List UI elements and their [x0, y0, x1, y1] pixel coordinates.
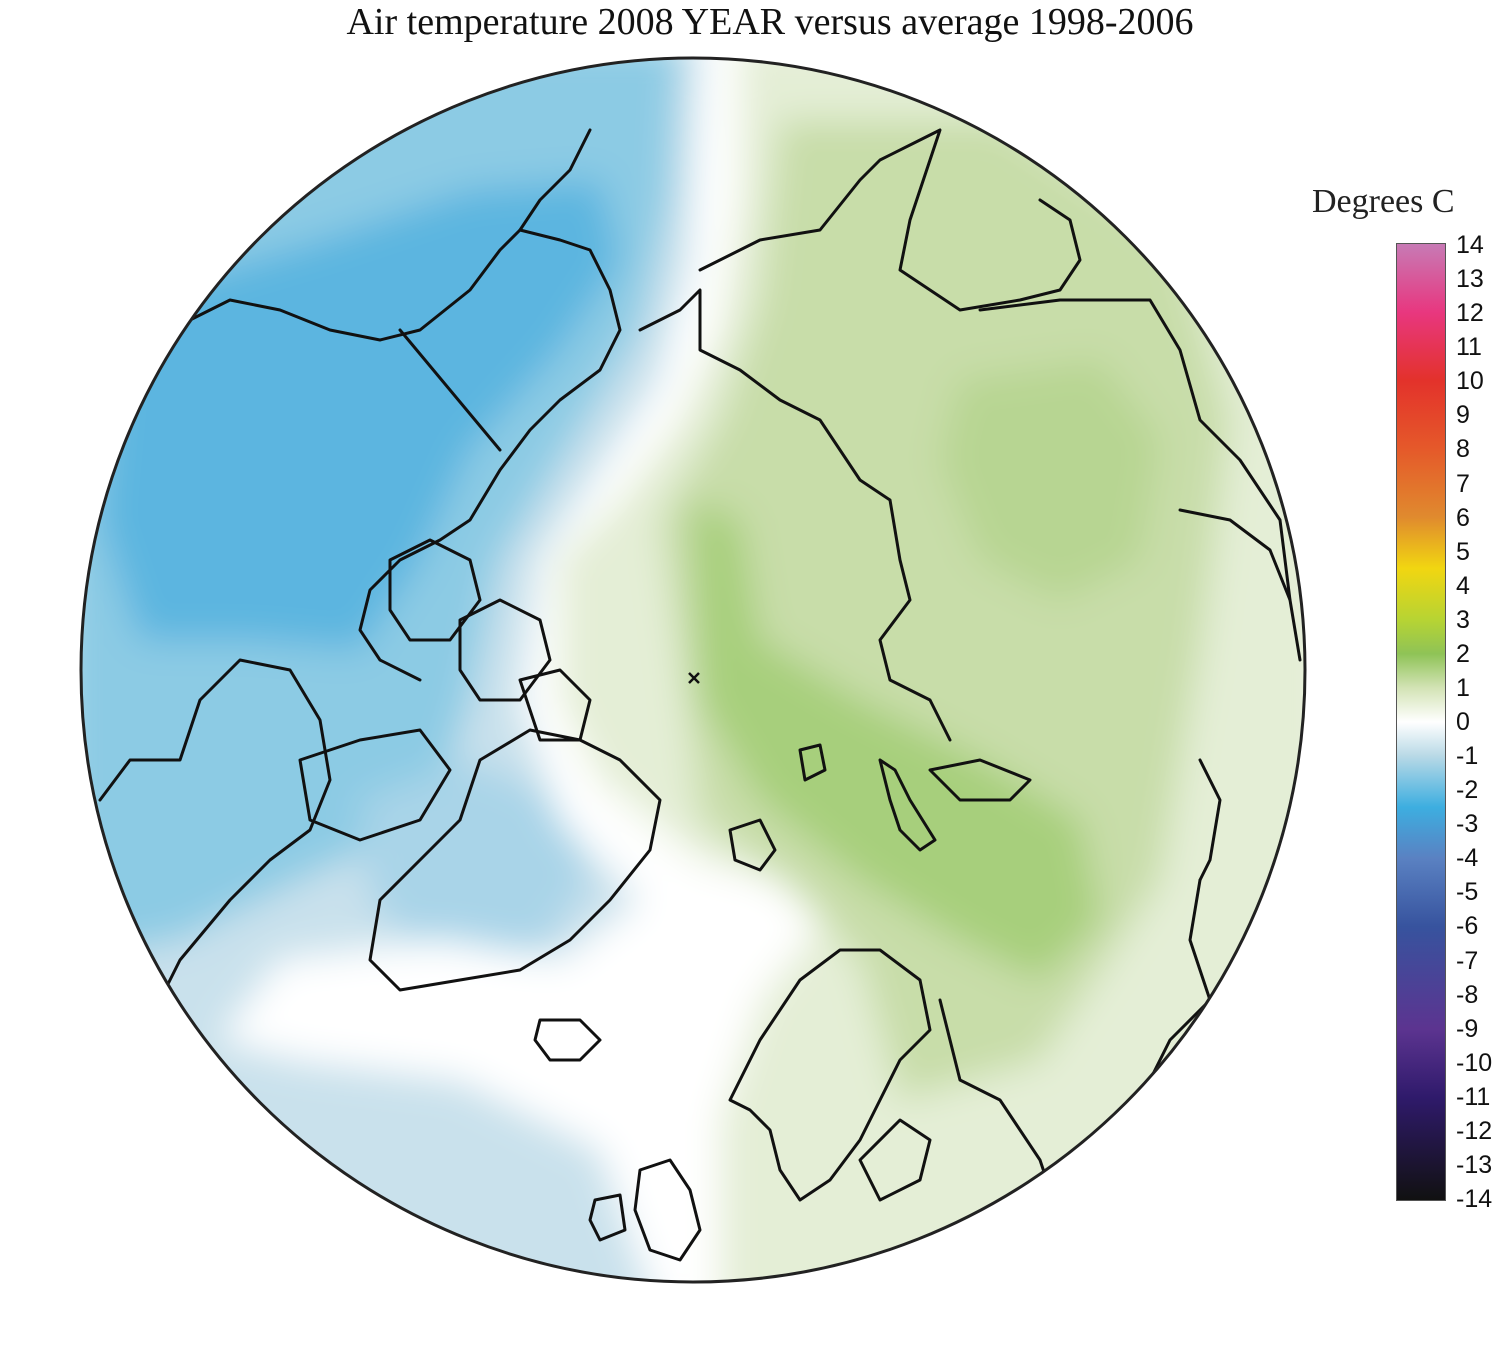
- colorbar: [1396, 243, 1446, 1201]
- coastline-archipelago-1: [388, 538, 482, 642]
- coastline-hudson-bay: [98, 658, 332, 1002]
- colorbar-tick-label: 9: [1456, 401, 1470, 430]
- coastlines: [98, 128, 1302, 1262]
- coastline-ireland: [588, 1193, 627, 1242]
- colorbar-tick-label: 4: [1456, 571, 1470, 600]
- colorbar-tick-label: 1: [1456, 673, 1470, 702]
- page-title: Air temperature 2008 YEAR versus average…: [346, 1, 1194, 43]
- colorbar-tick-label: -2: [1456, 776, 1479, 805]
- colorbar-tick-label: 12: [1456, 299, 1484, 328]
- colorbar-tick-label: -11: [1456, 1082, 1491, 1111]
- coastline-alaska-canada: [188, 228, 622, 682]
- coastline-caspian: [1198, 758, 1222, 882]
- coastline-russia-inner: [1178, 508, 1292, 602]
- neutral-band: [220, 60, 840, 1282]
- colorbar-tick-label: 2: [1456, 639, 1470, 668]
- coastline-archipelago-2: [458, 598, 552, 702]
- legend-title: Degrees C: [1312, 183, 1455, 220]
- colorbar-tick-label: 5: [1456, 537, 1470, 566]
- colorbar-tick-label: -12: [1456, 1116, 1493, 1145]
- colorbar-tick-label: 10: [1456, 367, 1484, 396]
- colorbar-tick-label: 14: [1456, 231, 1484, 259]
- coastline-novaya-zemlya: [878, 758, 937, 852]
- colorbar-tick-label: 3: [1456, 605, 1470, 634]
- colorbar-tick-label: -7: [1456, 946, 1479, 975]
- north-pole-marker: [688, 672, 700, 684]
- coastline-baltic: [858, 1118, 932, 1202]
- colorbar-tick-label: -5: [1456, 878, 1479, 907]
- colorbar-tick-label: 13: [1456, 265, 1484, 294]
- map-frame: [79, 56, 1307, 1284]
- coastline-greenland: [368, 728, 662, 992]
- colorbar-tick-label: 0: [1456, 708, 1470, 736]
- colorbar-tick-label: -14: [1456, 1185, 1493, 1213]
- colorbar-tick-label: -13: [1456, 1150, 1493, 1179]
- temperature-anomaly-field: [81, 58, 1305, 1282]
- colorbar-tick-label: -10: [1456, 1048, 1493, 1077]
- coastline-chukotka: [638, 288, 952, 742]
- cold-region-greenland: [360, 760, 590, 960]
- coastline-canada-border: [398, 328, 502, 452]
- coastline-taymyr: [928, 758, 1032, 802]
- colorbar-tick-label: -3: [1456, 810, 1479, 839]
- coastline-scandinavia: [728, 948, 932, 1202]
- colorbar-tick-label: 11: [1456, 333, 1482, 362]
- colorbar-tick-label: -4: [1456, 844, 1479, 873]
- coastline-svalbard: [728, 818, 777, 872]
- colorbar-tick-label: 6: [1456, 503, 1470, 532]
- colorbar-tick-label: -9: [1456, 1014, 1479, 1043]
- coastline-franz-josef: [798, 743, 827, 782]
- colorbar-tick-label: -6: [1456, 912, 1479, 941]
- colorbar-tick-label: 7: [1456, 469, 1470, 498]
- colorbar-tick-label: 8: [1456, 435, 1470, 464]
- coastline-eastern-asia: [978, 298, 1302, 662]
- cold-region-strong: [100, 180, 620, 650]
- coastline-siberia: [698, 128, 1082, 312]
- colorbar-tick-label: -8: [1456, 980, 1479, 1009]
- warm-region-siberia: [940, 360, 1160, 600]
- coastline-beaufort: [518, 128, 592, 232]
- coastline-baffin: [298, 728, 452, 842]
- coastline-iceland: [533, 1018, 602, 1062]
- colorbar-tick-label: -1: [1456, 742, 1479, 771]
- warm-region-strong: [690, 500, 1100, 980]
- coastline-britain: [633, 1158, 702, 1262]
